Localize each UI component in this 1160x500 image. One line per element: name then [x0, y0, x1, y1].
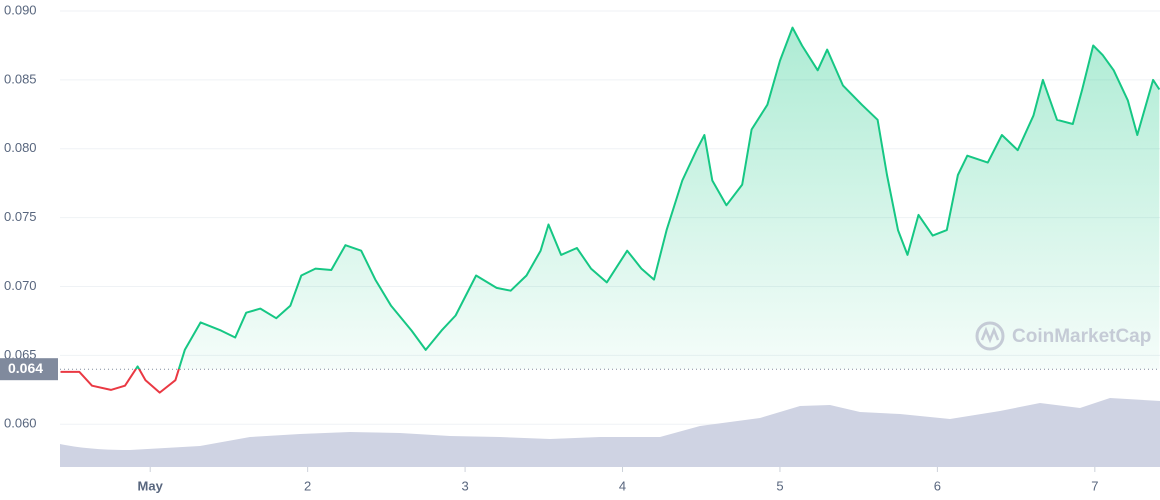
volume-area [60, 398, 1160, 467]
y-tick-label: 0.085 [4, 71, 37, 86]
y-tick-label: 0.075 [4, 209, 37, 224]
x-tick-label: 5 [776, 478, 783, 493]
watermark: CoinMarketCap [975, 321, 1151, 351]
x-tick-label: 4 [619, 478, 626, 493]
y-tick-label: 0.070 [4, 278, 37, 293]
price-area [135, 27, 1160, 370]
y-tick-label: 0.080 [4, 140, 37, 155]
y-tick-label: 0.060 [4, 416, 37, 431]
y-tick-label: 0.065 [4, 347, 37, 362]
reference-label-box [0, 358, 58, 381]
x-tick-label: 3 [461, 478, 468, 493]
price-line [60, 26, 1160, 394]
x-tick-label: 7 [1091, 478, 1098, 493]
x-tick-label: May [138, 478, 164, 493]
y-tick-label: 0.090 [4, 2, 37, 17]
reference-label: 0.064 [8, 360, 43, 376]
x-tick-label: 6 [934, 478, 941, 493]
x-tick-label: 2 [304, 478, 311, 493]
watermark-text: CoinMarketCap [1012, 326, 1151, 347]
